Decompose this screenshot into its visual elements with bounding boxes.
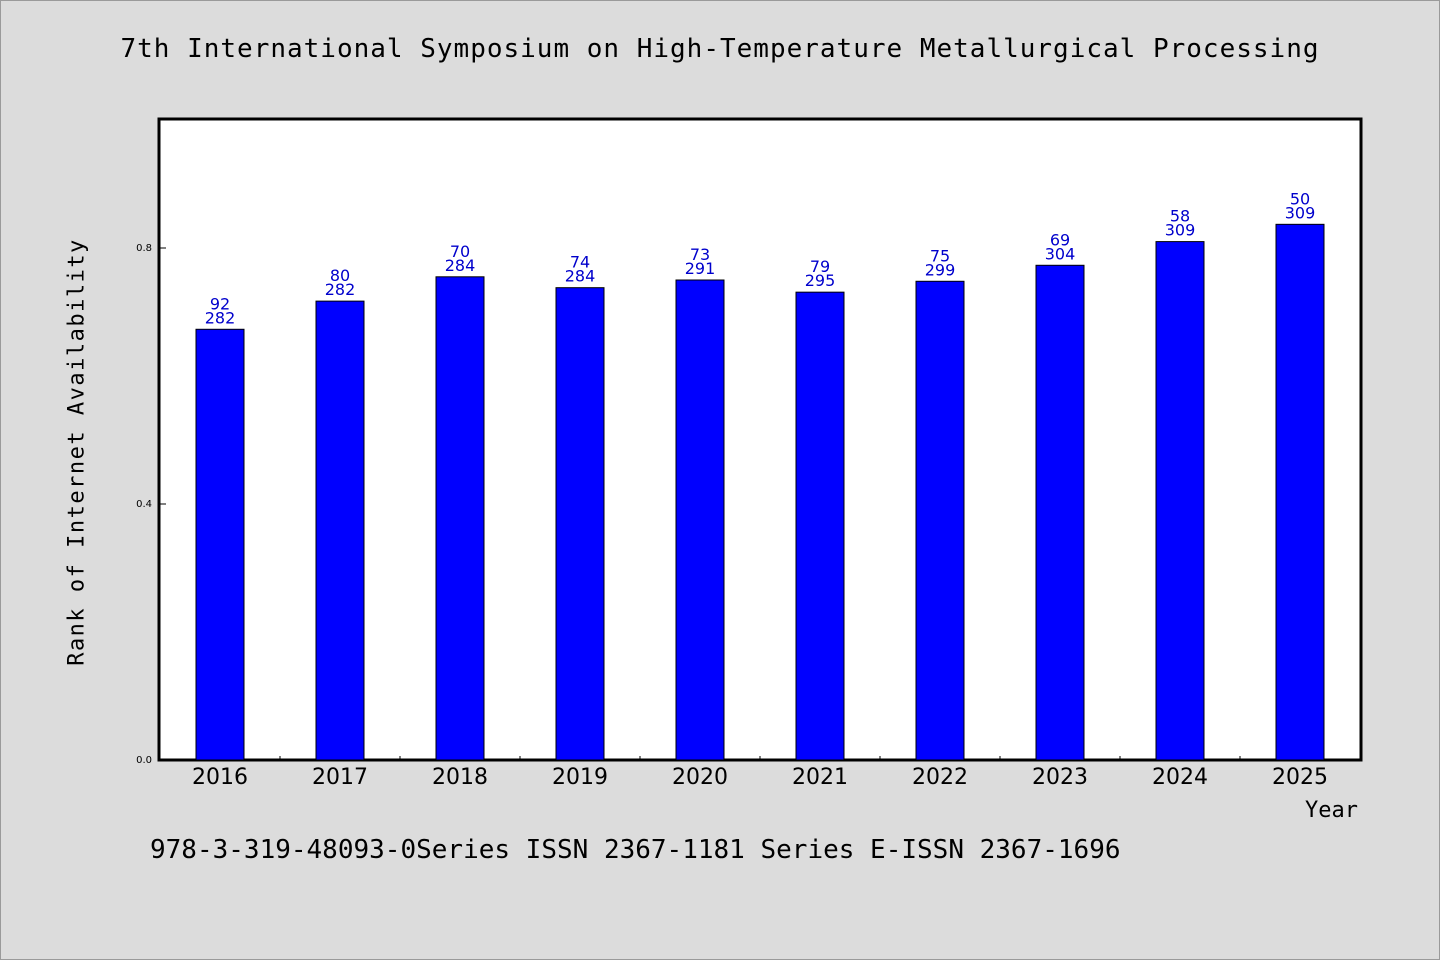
data-label-top-2018: 70 bbox=[450, 242, 470, 261]
data-label-bottom-2017: 282 bbox=[325, 280, 356, 299]
axis-layer: 2016 2017 2018 2019 2020 2021 2022 2023 2024 2025… bbox=[136, 243, 1328, 790]
data-label-top-2023: 69 bbox=[1050, 230, 1070, 249]
bars-layer bbox=[195, 223, 1325, 761]
x-tick-label-2016: 2016 bbox=[192, 765, 248, 790]
data-label-top-2020: 73 bbox=[690, 245, 710, 264]
data-label-bottom-2021: 295 bbox=[805, 271, 836, 290]
data-label-top-2024: 58 bbox=[1170, 207, 1190, 226]
bar-2017 bbox=[315, 300, 365, 761]
bar-2019 bbox=[555, 287, 605, 761]
data-label-bottom-2023: 304 bbox=[1045, 244, 1076, 263]
data-label-top-2019: 74 bbox=[570, 253, 590, 272]
bar-2023 bbox=[1035, 264, 1085, 761]
x-tick-label-2017: 2017 bbox=[312, 765, 368, 790]
bar-2022 bbox=[915, 280, 965, 761]
x-axis-title: Year bbox=[1305, 798, 1358, 823]
x-tick-label-2020: 2020 bbox=[672, 765, 728, 790]
bar-2021 bbox=[795, 291, 845, 761]
y-tick-label-0.4: 0.4 bbox=[136, 499, 152, 510]
data-label-bottom-2020: 291 bbox=[685, 259, 716, 278]
data-label-bottom-2019: 284 bbox=[565, 267, 596, 286]
data-label-top-2021: 79 bbox=[810, 257, 830, 276]
bar-2024 bbox=[1155, 241, 1205, 761]
x-tick-label-2022: 2022 bbox=[912, 765, 968, 790]
x-tick-label-2018: 2018 bbox=[432, 765, 488, 790]
x-tick-label-2023: 2023 bbox=[1032, 765, 1088, 790]
x-tick-label-2025: 2025 bbox=[1272, 765, 1328, 790]
y-tick-label-0.8: 0.8 bbox=[136, 243, 152, 254]
bar-2018 bbox=[435, 276, 485, 761]
data-label-bottom-2024: 309 bbox=[1165, 221, 1196, 240]
bar-2020 bbox=[675, 279, 725, 761]
data-label-bottom-2022: 299 bbox=[925, 260, 956, 279]
data-label-top-2016: 92 bbox=[210, 294, 230, 313]
data-label-bottom-2016: 282 bbox=[205, 308, 236, 327]
data-label-top-2017: 80 bbox=[330, 266, 350, 285]
x-tick-label-2024: 2024 bbox=[1152, 765, 1208, 790]
data-label-top-2022: 75 bbox=[930, 246, 950, 265]
x-tick-label-2021: 2021 bbox=[792, 765, 848, 790]
data-label-top-2025: 50 bbox=[1290, 189, 1310, 208]
y-tick-label-0.0: 0.0 bbox=[136, 755, 152, 766]
bar-2016 bbox=[195, 328, 245, 761]
data-label-bottom-2025: 309 bbox=[1285, 203, 1316, 222]
x-tick-label-2019: 2019 bbox=[552, 765, 608, 790]
footer-text: 978-3-319-48093-0Series ISSN 2367-1181 S… bbox=[150, 835, 1121, 865]
data-label-bottom-2018: 284 bbox=[445, 256, 476, 275]
chart-title: 7th International Symposium on High-Temp… bbox=[120, 34, 1320, 64]
bar-2025 bbox=[1275, 223, 1325, 761]
